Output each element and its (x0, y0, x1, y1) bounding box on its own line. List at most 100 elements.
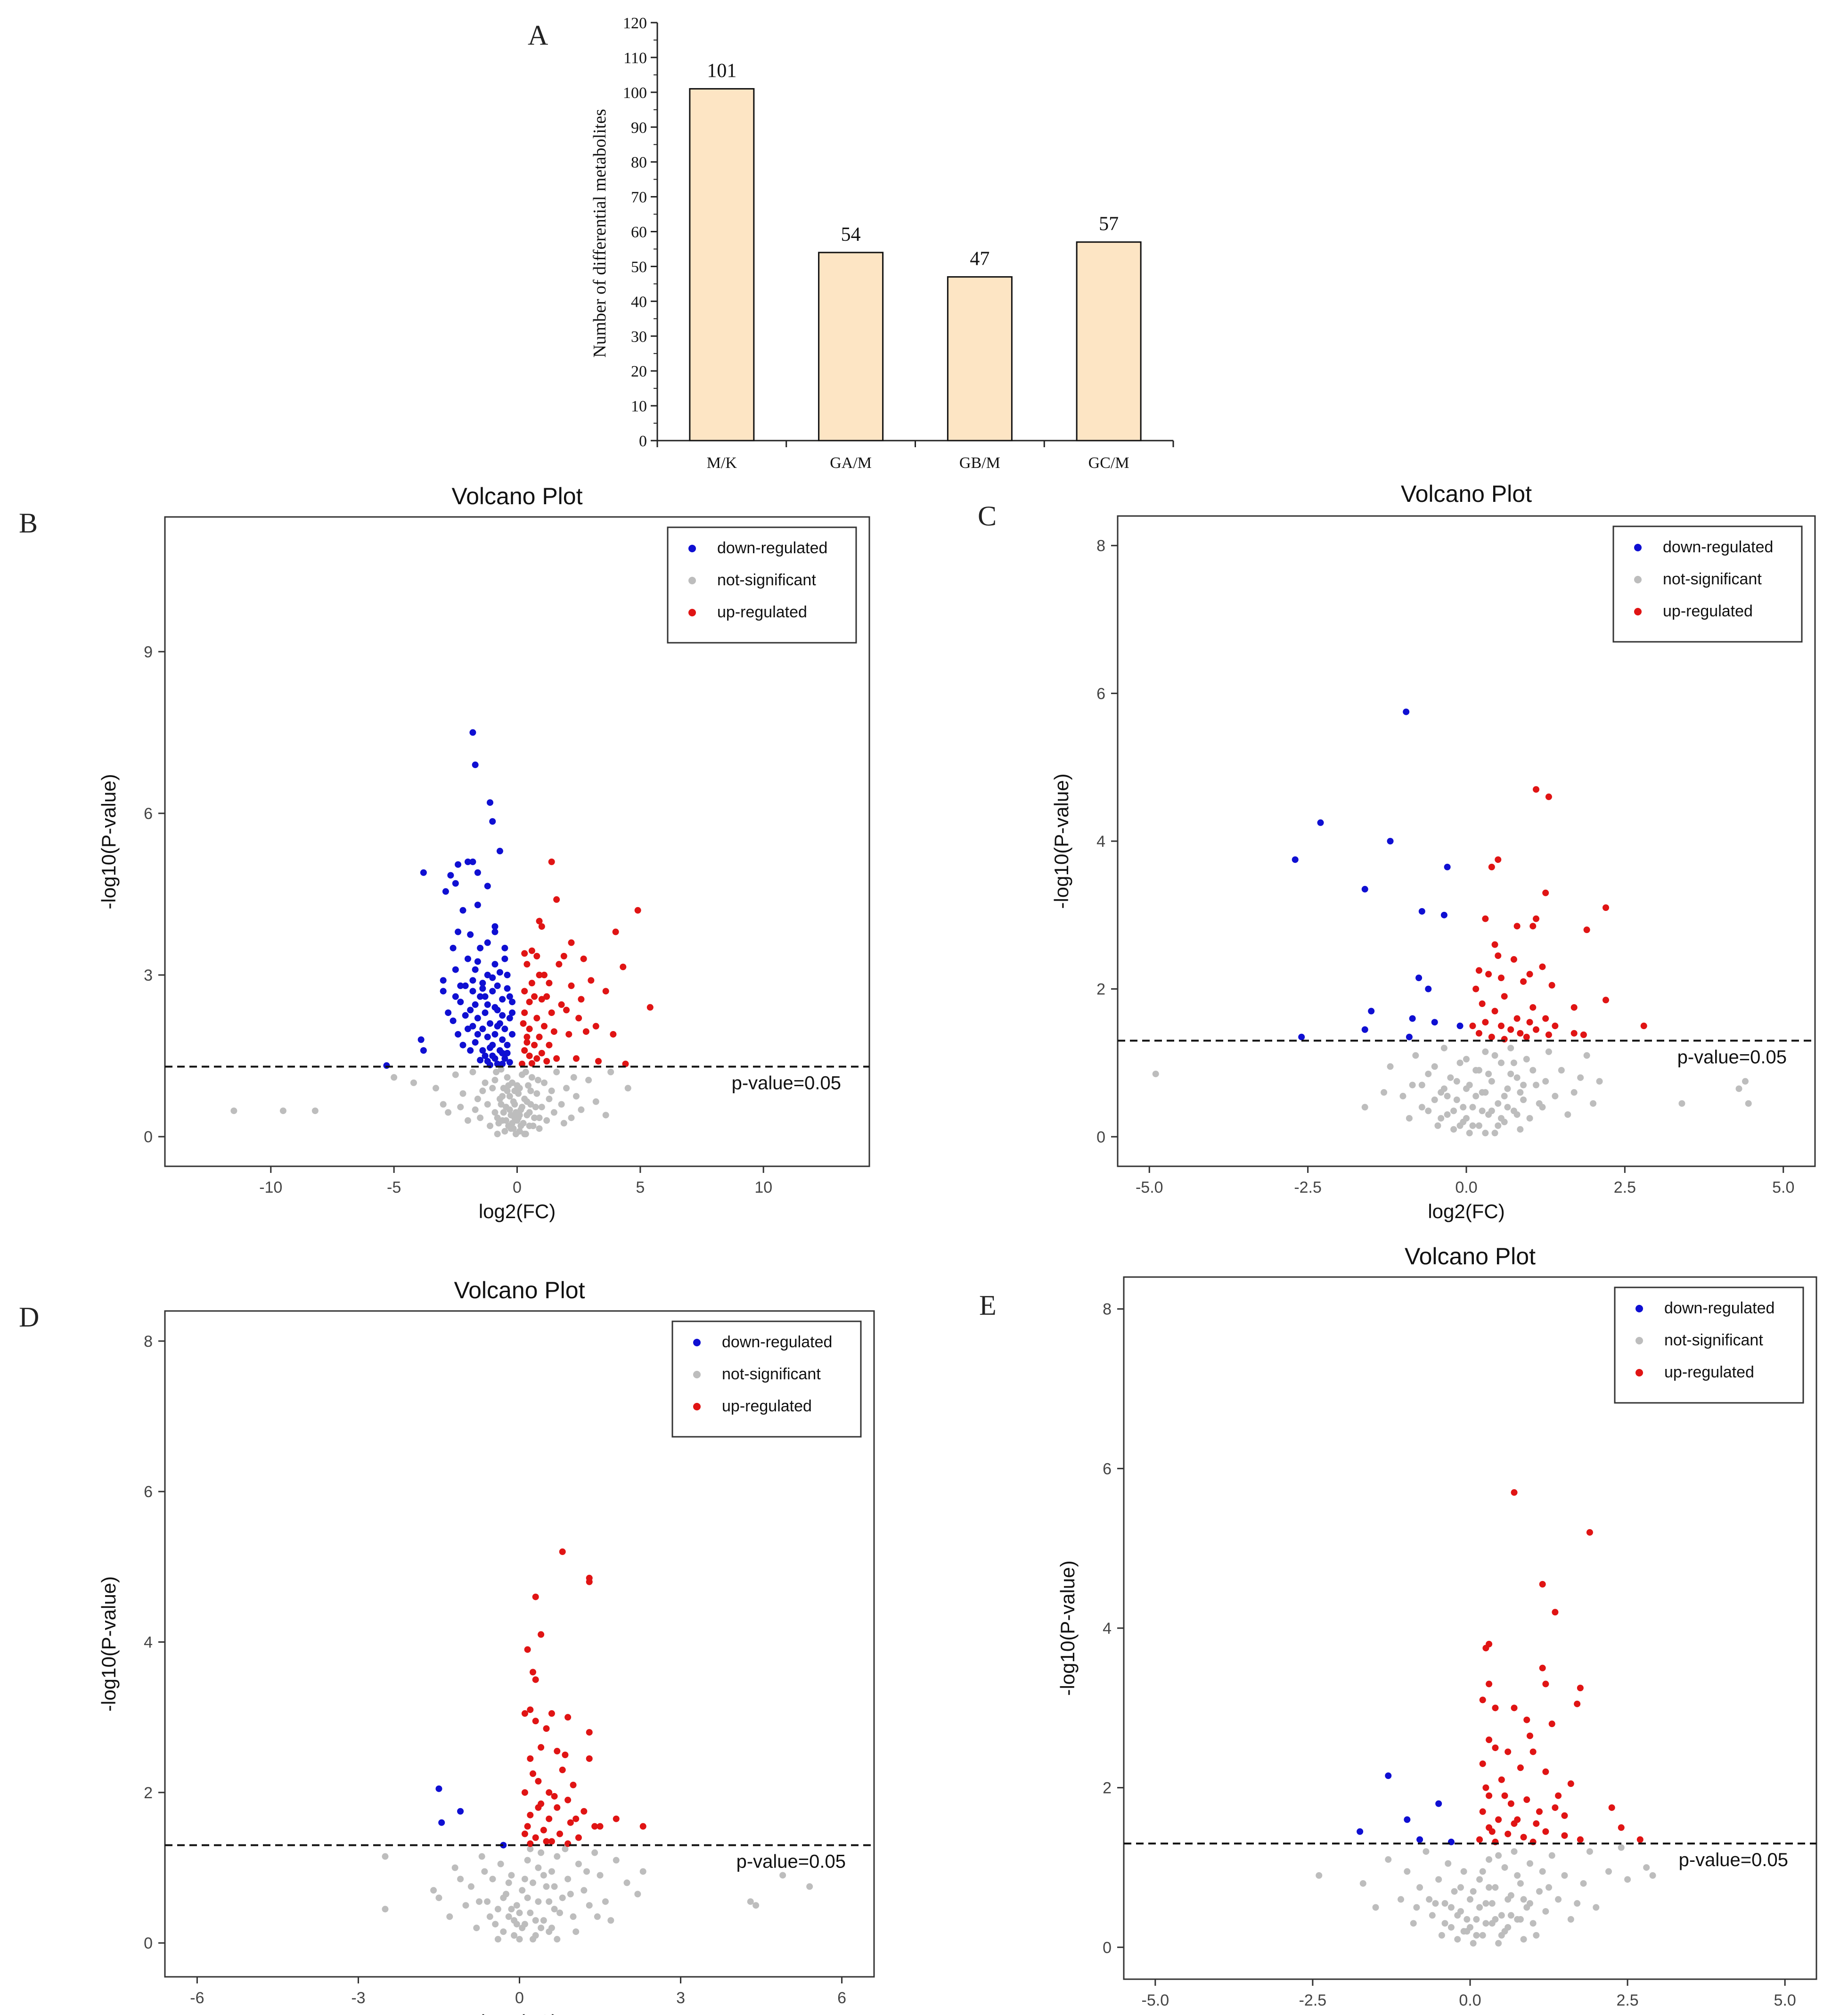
point-not-significant (1450, 1107, 1457, 1114)
point-not-significant (592, 1098, 599, 1105)
point-up-regulated (531, 993, 538, 1000)
point-not-significant (1745, 1100, 1752, 1107)
legend-marker-down (693, 1339, 701, 1346)
point-not-significant (1488, 1107, 1495, 1114)
point-up-regulated (559, 1548, 566, 1555)
point-not-significant (634, 1891, 641, 1898)
point-not-significant (469, 1068, 476, 1075)
point-not-significant (1735, 1085, 1742, 1092)
point-not-significant (493, 1068, 500, 1075)
point-not-significant (1561, 1872, 1568, 1879)
point-down-regulated (440, 977, 447, 984)
point-down-regulated (445, 1009, 452, 1016)
point-down-regulated (1440, 911, 1447, 918)
x-axis-label-e: log2(FC) (1431, 2013, 1508, 2015)
point-down-regulated (482, 993, 489, 1000)
legend-label-ns: not-significant (717, 571, 816, 589)
point-down-regulated (464, 955, 471, 962)
point-not-significant (1470, 1888, 1477, 1895)
point-not-significant (1431, 1063, 1438, 1070)
point-not-significant (530, 1936, 537, 1943)
point-up-regulated (1552, 1804, 1559, 1811)
point-down-regulated (504, 1041, 511, 1048)
point-up-regulated (521, 950, 528, 957)
point-not-significant (607, 1917, 614, 1924)
x-tick-label: -2.5 (1294, 1179, 1322, 1196)
point-down-regulated (1403, 708, 1410, 715)
point-not-significant (562, 1845, 569, 1852)
point-not-significant (532, 1104, 539, 1111)
point-not-significant (586, 1902, 593, 1909)
point-not-significant (382, 1906, 389, 1913)
point-not-significant (1460, 1868, 1467, 1875)
legend-label-down: down-regulated (1663, 538, 1773, 556)
point-down-regulated (1435, 1800, 1442, 1807)
point-up-regulated (595, 1058, 602, 1065)
point-not-significant (543, 1117, 550, 1124)
plot-title-c: Volcano Plot (1401, 481, 1532, 507)
point-not-significant (1596, 1078, 1603, 1085)
point-up-regulated (613, 1815, 620, 1822)
point-down-regulated (1444, 863, 1451, 870)
point-up-regulated (1517, 1764, 1524, 1771)
point-not-significant (495, 1120, 502, 1127)
point-down-regulated (420, 869, 427, 876)
point-up-regulated (526, 999, 533, 1006)
point-not-significant (536, 1114, 543, 1122)
point-not-significant (1444, 1111, 1451, 1118)
point-up-regulated (1492, 1744, 1499, 1751)
point-not-significant (1451, 1888, 1458, 1895)
point-up-regulated (646, 1004, 654, 1011)
volcano-panel-b: B Volcano Plot -10 -5 0 5 10 0 3 6 9 log2(FC) -log10… (19, 483, 870, 1222)
point-not-significant (591, 1849, 598, 1856)
y-axis-label-b: -log10(P-value) (98, 774, 120, 909)
point-up-regulated (634, 907, 641, 914)
point-up-regulated (1472, 985, 1480, 992)
point-not-significant (779, 1872, 786, 1879)
point-not-significant (1476, 1876, 1483, 1883)
point-down-regulated (494, 1023, 501, 1030)
point-up-regulated (533, 1015, 540, 1022)
point-not-significant (524, 1894, 531, 1901)
point-not-significant (1504, 1085, 1511, 1092)
point-up-regulated (568, 939, 575, 946)
point-up-regulated (1533, 1820, 1540, 1827)
point-down-regulated (469, 1023, 476, 1030)
point-not-significant (1387, 1063, 1394, 1070)
point-not-significant (1434, 1122, 1441, 1129)
legend-box-d (671, 1320, 862, 1438)
point-not-significant (505, 1913, 512, 1920)
point-not-significant (511, 1932, 518, 1939)
threshold-label-b: p-value=0.05 (732, 1073, 841, 1093)
point-up-regulated (1636, 1836, 1644, 1843)
threshold-label-d: p-value=0.05 (736, 1851, 846, 1872)
point-not-significant (521, 1130, 528, 1138)
point-up-regulated (597, 1823, 604, 1830)
point-up-regulated (1542, 1768, 1549, 1775)
point-not-significant (1473, 1916, 1480, 1923)
point-down-regulated (500, 1842, 507, 1849)
point-up-regulated (538, 1631, 545, 1638)
point-not-significant (594, 1913, 601, 1920)
point-not-significant (1583, 1052, 1590, 1059)
point-not-significant (624, 1085, 631, 1092)
point-up-regulated (1542, 1828, 1549, 1835)
point-not-significant (581, 1887, 588, 1894)
point-up-regulated (1640, 1023, 1647, 1030)
point-not-significant (1486, 1884, 1493, 1891)
point-down-regulated (501, 955, 508, 962)
point-up-regulated (556, 1830, 564, 1837)
point-up-regulated (1520, 978, 1527, 985)
point-not-significant (548, 1087, 555, 1094)
plot-title-d: Volcano Plot (454, 1277, 585, 1303)
point-down-regulated (472, 762, 479, 769)
point-not-significant (513, 1902, 520, 1909)
point-up-regulated (1542, 889, 1549, 896)
bar-y-tick-label: 70 (631, 189, 647, 206)
point-not-significant (516, 1936, 523, 1943)
point-not-significant (1479, 1932, 1486, 1939)
legend-label-ns: not-significant (1663, 570, 1762, 588)
point-up-regulated (1536, 1808, 1543, 1815)
point-up-regulated (1488, 1828, 1496, 1835)
point-not-significant (1605, 1868, 1612, 1875)
